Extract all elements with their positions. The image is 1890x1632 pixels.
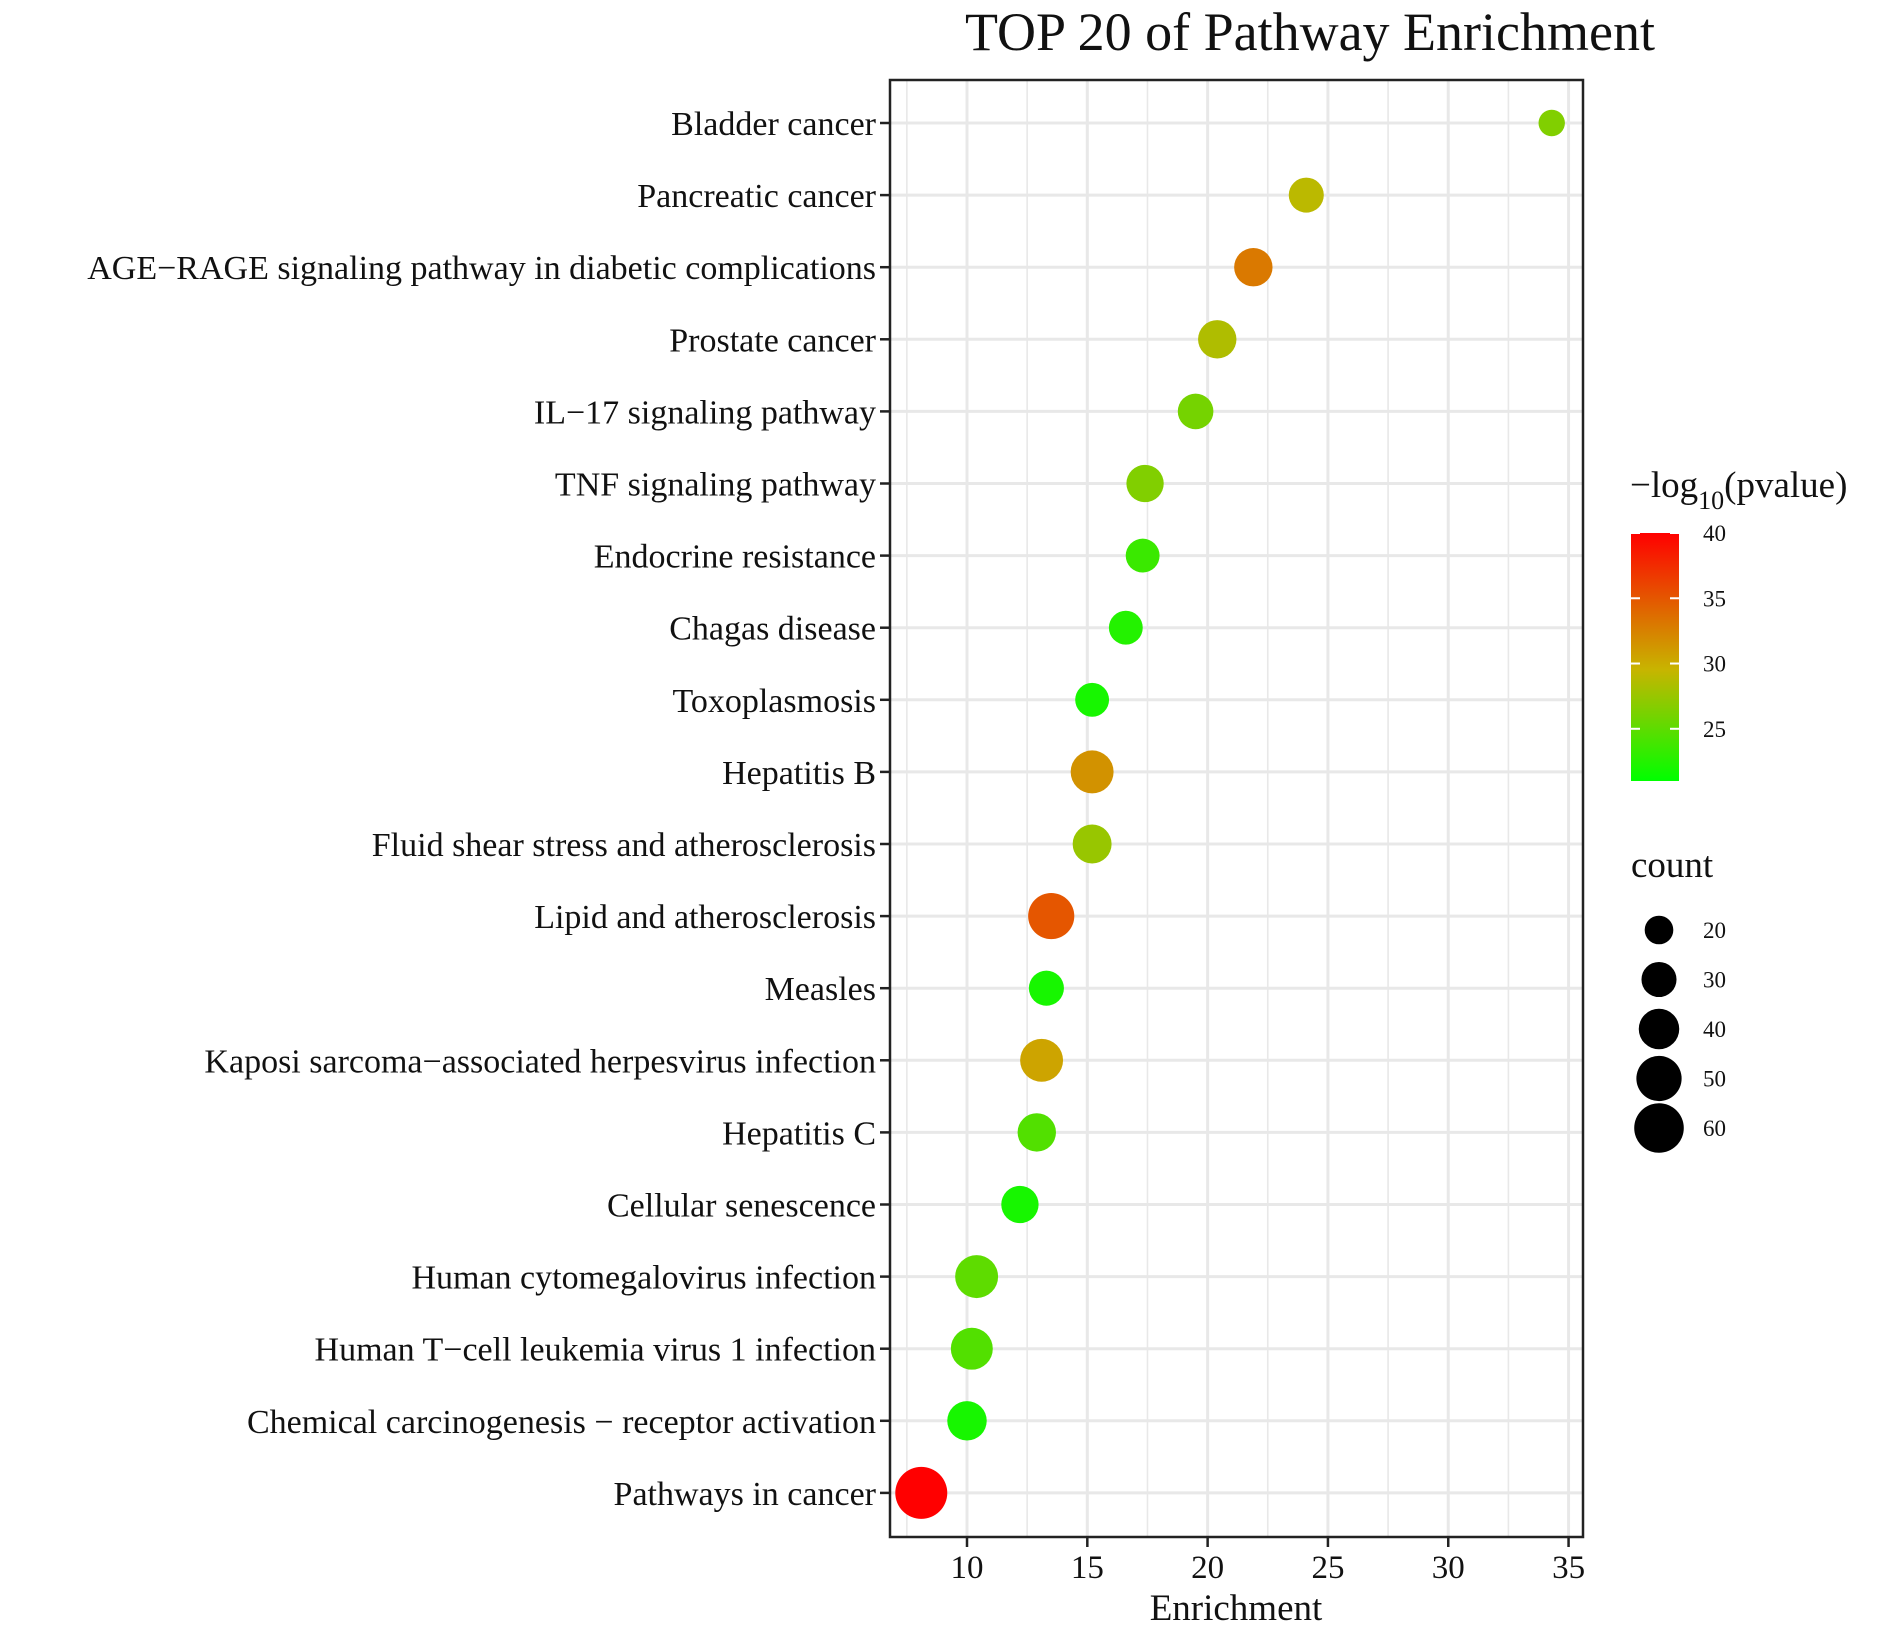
x-axis: 10 15 20 25 30 35 <box>951 1537 1585 1586</box>
x-tick-label: 35 <box>1552 1550 1585 1586</box>
data-point <box>1017 1113 1056 1152</box>
y-tick-label: Kaposi sarcoma−associated herpesvirus in… <box>204 1043 876 1080</box>
y-tick-label: Bladder cancer <box>671 106 876 143</box>
y-tick-label: Measles <box>765 971 876 1008</box>
y-tick-label: Hepatitis B <box>722 755 876 792</box>
size-legend-label: 30 <box>1703 968 1726 993</box>
color-legend-ticks: 25 30 35 40 <box>1631 521 1726 742</box>
size-legend-label: 50 <box>1703 1067 1726 1092</box>
data-point <box>955 1255 999 1299</box>
color-bar <box>1631 533 1679 781</box>
y-tick-label: Prostate cancer <box>669 322 876 359</box>
size-legend-label: 20 <box>1703 918 1726 943</box>
size-legend-items: 20 30 40 50 60 <box>1634 915 1726 1153</box>
y-tick-label: Fluid shear stress and atherosclerosis <box>372 827 876 864</box>
data-point <box>1072 824 1112 864</box>
color-legend: −log10(pvalue) 25 30 35 40 <box>1630 465 1847 781</box>
size-legend-title: count <box>1631 845 1714 886</box>
y-tick-label: Endocrine resistance <box>594 539 876 576</box>
size-legend-dot <box>1641 961 1677 998</box>
color-tick-label: 25 <box>1703 717 1726 742</box>
size-legend-dot <box>1636 1055 1682 1102</box>
data-point <box>895 1466 948 1519</box>
y-tick-label: Toxoplasmosis <box>672 683 876 720</box>
data-point <box>1075 682 1110 717</box>
plot-panel <box>890 80 1583 1537</box>
color-legend-title: −log10(pvalue) <box>1630 465 1847 515</box>
chart-title: TOP 20 of Pathway Enrichment <box>965 2 1655 62</box>
color-tick-label: 30 <box>1703 652 1726 677</box>
data-point <box>1028 970 1064 1006</box>
color-tick-label: 35 <box>1703 586 1726 611</box>
data-point <box>1001 1185 1039 1224</box>
y-tick-label: TNF signaling pathway <box>555 467 876 504</box>
x-tick-label: 15 <box>1071 1550 1104 1586</box>
y-tick-label: Human T−cell leukemia virus 1 infection <box>315 1332 876 1369</box>
y-tick-label: AGE−RAGE signaling pathway in diabetic c… <box>87 250 876 287</box>
x-tick-label: 20 <box>1191 1550 1224 1586</box>
data-point <box>1108 610 1143 645</box>
size-legend-dot <box>1634 1103 1684 1153</box>
y-tick-label: IL−17 signaling pathway <box>534 394 876 431</box>
data-point <box>1198 320 1237 359</box>
size-legend-label: 40 <box>1703 1017 1726 1042</box>
y-tick-label: Human cytomegalovirus infection <box>411 1260 876 1297</box>
data-point <box>950 1327 993 1370</box>
size-legend: count 20 30 40 50 60 <box>1631 845 1726 1153</box>
data-point <box>1020 1038 1064 1082</box>
data-point <box>1028 893 1075 940</box>
y-tick-label: Cellular senescence <box>607 1188 876 1225</box>
y-tick-label: Pancreatic cancer <box>637 178 876 215</box>
data-point <box>1070 750 1114 794</box>
size-legend-dot <box>1644 915 1674 945</box>
y-tick-label: Pathways in cancer <box>614 1476 877 1513</box>
y-tick-label: Lipid and atherosclerosis <box>534 899 876 936</box>
data-point <box>1126 464 1164 503</box>
y-axis-labels: Bladder cancer Pancreatic cancer AGE−RAGE … <box>87 106 890 1513</box>
x-tick-label: 30 <box>1432 1550 1465 1586</box>
data-point <box>1234 248 1273 287</box>
size-legend-label: 60 <box>1703 1116 1726 1141</box>
color-tick-label: 40 <box>1703 521 1726 546</box>
size-legend-dot <box>1638 1008 1680 1050</box>
x-tick-label: 25 <box>1311 1550 1344 1586</box>
data-points <box>895 109 1565 1519</box>
data-point <box>947 1401 987 1441</box>
y-tick-label: Chemical carcinogenesis − receptor activ… <box>247 1404 876 1441</box>
plot-border <box>888 78 1585 1539</box>
data-point <box>1538 109 1565 137</box>
x-axis-title: Enrichment <box>1150 1588 1323 1629</box>
data-point <box>1177 393 1214 430</box>
y-tick-label: Hepatitis C <box>722 1115 876 1152</box>
x-tick-label: 10 <box>951 1550 984 1586</box>
data-point <box>1288 177 1324 213</box>
data-point <box>1125 538 1160 573</box>
y-tick-label: Chagas disease <box>669 611 876 648</box>
